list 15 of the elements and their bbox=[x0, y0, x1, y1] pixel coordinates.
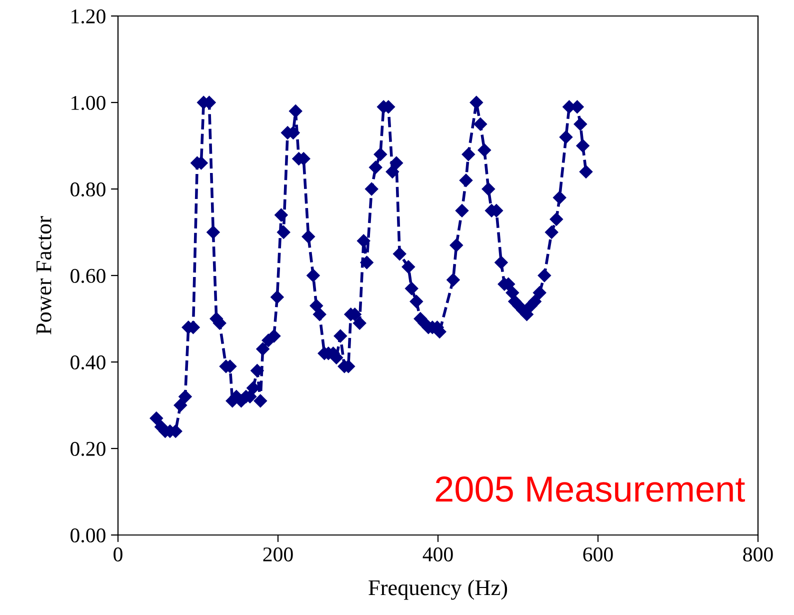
x-tick-label: 400 bbox=[422, 547, 453, 562]
y-tick-label: 1.00 bbox=[72, 96, 106, 110]
x-tick-label: 200 bbox=[263, 547, 293, 562]
x-tick-label: 600 bbox=[583, 547, 613, 562]
y-tick-label: 0.20 bbox=[70, 442, 106, 456]
x-tick-label: 800 bbox=[743, 547, 773, 562]
y-tick-label: 0.00 bbox=[70, 528, 106, 543]
y-axis-title: Power Factor bbox=[36, 216, 52, 334]
y-tick-label: 0.40 bbox=[70, 355, 106, 370]
y-tick-label: 0.60 bbox=[70, 268, 106, 284]
x-tick-label: 0 bbox=[114, 547, 122, 562]
y-tick-label: 1.20 bbox=[72, 9, 106, 24]
x-axis-title: Frequency (Hz) bbox=[368, 580, 508, 600]
annotation: 2005 Measurement bbox=[436, 476, 745, 502]
y-tick-label: 0.80 bbox=[70, 182, 106, 197]
